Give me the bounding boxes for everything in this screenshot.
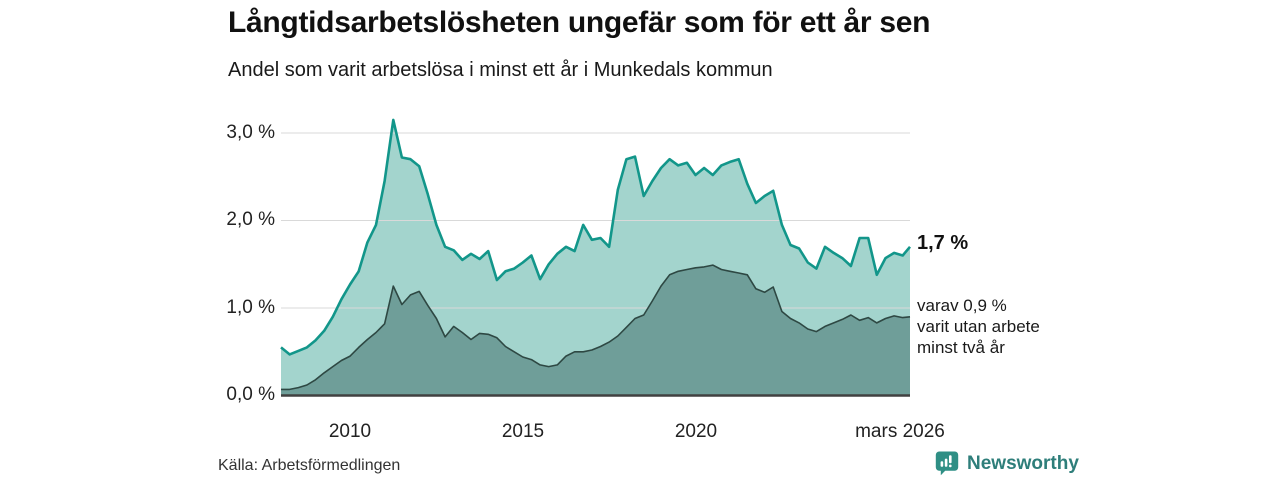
newsworthy-brand-name: Newsworthy [967,452,1079,474]
y-tick-3: 3,0 % [226,122,275,143]
newsworthy-logo[interactable]: Newsworthy [934,450,1079,477]
page-title: Långtidsarbetslösheten ungefär som för e… [228,6,931,39]
x-tick-2015: 2015 [501,421,545,442]
subset-label-line-1: varav 0,9 % [917,296,1007,315]
x-tick-2010: 2010 [328,421,372,442]
x-tick-2020: 2020 [674,421,718,442]
total-series-end-label: 1,7 % [917,232,969,254]
source-note: Källa: Arbetsförmedlingen [218,457,401,474]
subset-label-line-2: varit utan arbete [917,317,1040,336]
subset-series-end-label: varav 0,9 % varit utan arbete minst två … [917,295,1040,358]
newsworthy-bubble-chart-icon [934,450,960,477]
subset-label-line-3: minst två år [917,338,1005,357]
y-tick-0: 0,0 % [226,384,275,405]
y-tick-1: 1,0 % [226,297,275,318]
x-tick-mars-2026: mars 2026 [855,421,945,442]
page-subtitle: Andel som varit arbetslösa i minst ett å… [228,59,773,81]
y-tick-2: 2,0 % [226,209,275,230]
